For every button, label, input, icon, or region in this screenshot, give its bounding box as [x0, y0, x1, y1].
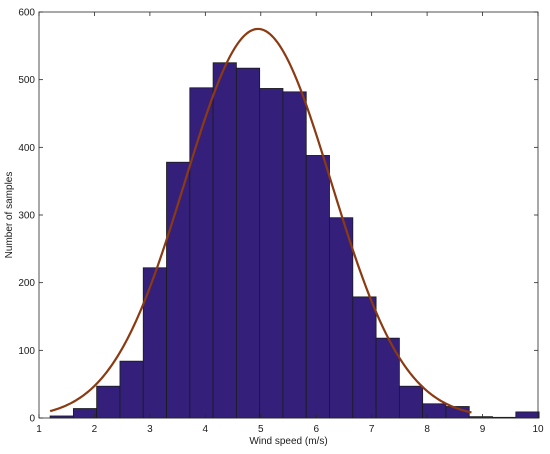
x-tick-label: 10	[532, 424, 544, 435]
histogram-bar	[329, 217, 354, 419]
histogram-bar	[422, 403, 447, 419]
y-tick-label: 100	[18, 346, 35, 357]
y-tick-label: 500	[18, 75, 35, 86]
x-tick-label: 8	[424, 424, 430, 435]
x-tick-label: 9	[480, 424, 486, 435]
x-tick-label: 3	[147, 424, 153, 435]
x-tick-label: 1	[36, 424, 42, 435]
y-axis-label: Number of samples	[4, 172, 15, 259]
histogram-bar	[305, 155, 330, 419]
x-tick-label: 7	[369, 424, 375, 435]
histogram-bar	[282, 91, 307, 419]
histogram-bar	[259, 88, 284, 419]
x-tick-label: 2	[92, 424, 98, 435]
histogram-bar	[72, 408, 98, 419]
histogram-bar	[515, 411, 540, 419]
histogram-bar	[212, 62, 237, 419]
y-tick-label: 600	[18, 8, 35, 19]
x-axis-label: Wind speed (m/s)	[249, 436, 327, 447]
y-axis: 0 100 200 300 400 500 600	[18, 8, 538, 425]
x-tick-label: 5	[258, 424, 264, 435]
histogram-bar	[189, 87, 214, 419]
x-axis: 1 2 3 4 5 6 7 8 9 10	[36, 12, 544, 435]
histogram-bar	[119, 360, 144, 419]
fit-curve	[49, 27, 472, 414]
bars-group	[49, 62, 540, 419]
y-tick-label: 0	[29, 414, 35, 425]
histogram-bar	[352, 296, 377, 419]
x-tick-label: 4	[203, 424, 209, 435]
y-tick-label: 200	[18, 278, 35, 289]
histogram-bar	[235, 67, 261, 419]
histogram-bar	[398, 385, 424, 419]
histogram-bar	[142, 267, 167, 419]
histogram-bar	[96, 385, 121, 419]
x-tick-label: 6	[313, 424, 319, 435]
y-tick-label: 300	[18, 211, 35, 222]
y-tick-label: 400	[18, 143, 35, 154]
